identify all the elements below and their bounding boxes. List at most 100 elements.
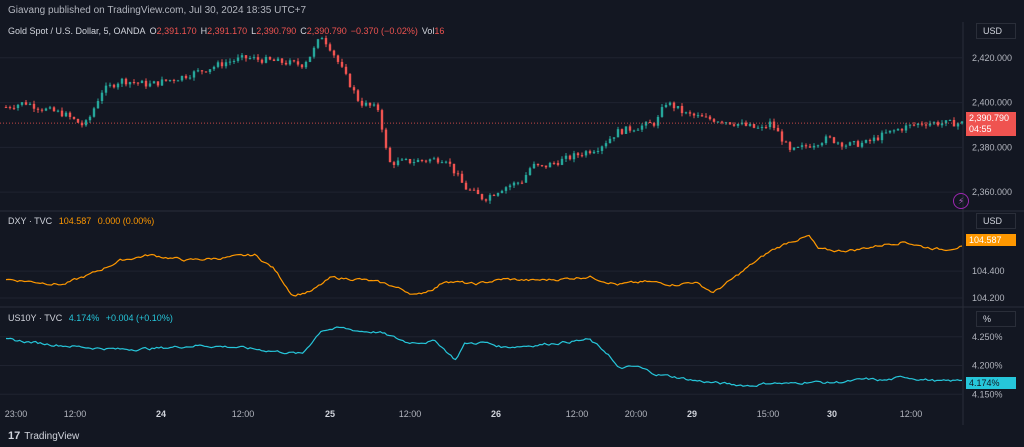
candle-body: [292, 60, 296, 62]
candle-body: [376, 104, 380, 111]
us10y-unit-button[interactable]: %: [976, 311, 1016, 327]
candle-body: [4, 107, 8, 109]
gold-low-label: L: [251, 26, 257, 36]
candle-body: [380, 110, 384, 130]
gold-unit-button[interactable]: USD: [976, 23, 1016, 39]
candle-body: [480, 194, 484, 200]
us10y-change: +0.004 (+0.10%): [105, 313, 173, 323]
candle-body: [596, 150, 600, 152]
candle-body: [176, 80, 180, 82]
candle-body: [44, 108, 48, 111]
chart-area[interactable]: 2,420.000 2,400.000 2,380.000 2,360.000 104.…: [0, 22, 1024, 425]
candle-body: [660, 107, 664, 117]
candle-body: [64, 112, 68, 117]
candle-body: [8, 107, 12, 109]
candle-body: [764, 126, 768, 128]
candle-body: [720, 121, 724, 123]
candle-body: [620, 129, 624, 134]
candle-body: [684, 112, 688, 114]
candle-body: [604, 143, 608, 147]
candle-body: [264, 56, 268, 63]
dxy-last-label: 104.587: [966, 234, 1016, 246]
candle-body: [260, 59, 264, 63]
candle-body: [736, 123, 740, 126]
candle-body: [928, 123, 932, 126]
candle-body: [896, 129, 900, 131]
candle-body: [328, 44, 332, 51]
y-tick-label: 2,360.000: [972, 187, 1012, 197]
candle-body: [664, 104, 668, 108]
candle-body: [432, 158, 436, 160]
candle-body: [636, 129, 640, 131]
candle-body: [168, 79, 172, 81]
candle-body: [272, 59, 276, 62]
gold-vol: 16: [434, 26, 445, 36]
candle-body: [488, 195, 492, 201]
candle-body: [388, 147, 392, 163]
candle-body: [804, 145, 808, 147]
y-tick-label: 2,400.000: [972, 98, 1012, 108]
candle-body: [600, 146, 604, 151]
gold-vol-label: Vol: [421, 26, 435, 36]
candle-body: [240, 55, 244, 58]
candle-body: [864, 140, 868, 143]
candle-body: [816, 145, 820, 147]
lightning-icon[interactable]: ⚡: [953, 193, 969, 209]
candle-body: [172, 79, 176, 81]
gold-open: 2,391.170: [156, 26, 197, 36]
x-tick-label: 12:00: [900, 409, 923, 419]
candle-body: [644, 122, 648, 126]
candle-body: [768, 121, 772, 128]
candle-body: [16, 104, 20, 109]
dxy-unit-button[interactable]: USD: [976, 213, 1016, 229]
candle-body: [916, 123, 920, 125]
candle-body: [800, 145, 804, 147]
candle-body: [744, 122, 748, 126]
candle-body: [616, 129, 620, 138]
candle-body: [848, 142, 852, 146]
candle-body: [128, 82, 132, 85]
candle-body: [304, 61, 308, 68]
candle-body: [188, 77, 192, 79]
candle-body: [824, 136, 828, 144]
candle-body: [312, 47, 316, 57]
candle-body: [540, 165, 544, 167]
us10y-legend: US10Y · TVC 4.174% +0.004 (+0.10%): [8, 313, 177, 323]
candle-body: [52, 107, 56, 112]
candle-body: [640, 125, 644, 130]
candle-body: [48, 107, 52, 109]
candle-body: [876, 137, 880, 141]
candle-body: [148, 83, 152, 87]
candle-body: [872, 137, 876, 142]
candle-body: [396, 160, 400, 165]
candle-body: [580, 155, 584, 157]
candle-body: [184, 75, 188, 79]
dxy-change: 0.000 (0.00%): [97, 216, 155, 226]
candle-body: [852, 141, 856, 143]
candle-body: [180, 75, 184, 81]
candle-body: [668, 102, 672, 105]
us10y-series-line: [5, 326, 963, 388]
gold-unit: USD: [983, 26, 1003, 36]
us10y-last: 4.174%: [969, 378, 1000, 388]
candle-body: [788, 142, 792, 150]
candle-body: [348, 73, 352, 88]
candle-body: [196, 70, 200, 72]
candle-body: [500, 190, 504, 194]
candle-body: [712, 119, 716, 122]
x-tick-label: 25: [325, 409, 335, 419]
gold-symbol: Gold Spot / U.S. Dollar, 5, OANDA: [8, 26, 146, 36]
candle-body: [544, 165, 548, 168]
candle-body: [344, 66, 348, 74]
candle-body: [12, 107, 16, 109]
candle-body: [472, 189, 476, 191]
candle-body: [96, 101, 100, 109]
candle-body: [908, 124, 912, 126]
candle-body: [520, 182, 524, 184]
candle-body: [268, 56, 272, 60]
candle-body: [296, 61, 300, 65]
gold-high: 2,391.170: [207, 26, 248, 36]
candle-body: [112, 84, 116, 88]
candle-body: [152, 81, 156, 84]
candle-body: [456, 173, 460, 175]
